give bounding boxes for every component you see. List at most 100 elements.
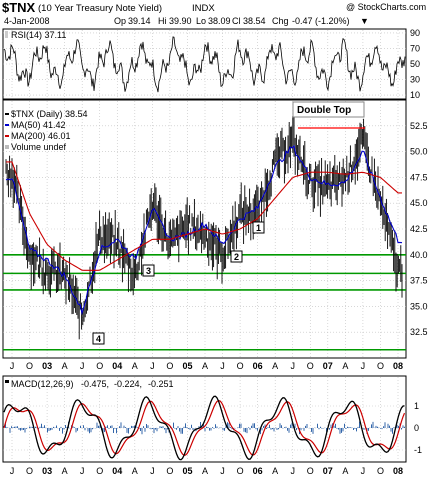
x-axis-label: 05: [182, 466, 192, 476]
x-axis-label: 06: [253, 466, 263, 476]
x-axis-label: J: [220, 361, 225, 371]
rsi-tick-labels: 90 70 50 30 10: [410, 28, 420, 100]
legend-main: $TNX (Daily) 38.54: [11, 109, 88, 119]
rsi-line: [3, 36, 406, 93]
rsi-label-swatch: [5, 31, 8, 38]
price-tick-labels: 52.5 50.0 47.5 45.0 42.5 40.0 37.5 35.0 32.5: [410, 121, 428, 337]
x-axis-label: J: [150, 466, 155, 476]
legend-ma50-swatch: [5, 124, 9, 126]
price-tick-label: 50.0: [410, 147, 428, 157]
symbol-title: $TNX: [2, 0, 36, 15]
price-tick-label: 40.0: [410, 250, 428, 260]
x-axis-labels-bottom: J O 03 A J O 04 A J O 05 A J O 06 A J O 07 A J O 08: [10, 466, 403, 476]
x-axis-label: J: [80, 361, 85, 371]
x-axis-label: 06: [253, 361, 263, 371]
x-axis-label: 07: [323, 361, 333, 371]
price-tick-label: 45.0: [410, 198, 428, 208]
symbol-name: (10 Year Treasury Note Yield): [38, 3, 162, 14]
x-axis-label: 04: [112, 466, 122, 476]
x-axis-label: A: [342, 361, 348, 371]
ma50-line: [5, 144, 403, 316]
rsi-tick-label: 30: [410, 75, 420, 85]
rsi-tick-label: 50: [410, 59, 420, 69]
legend-ma200: MA(200) 46.01: [11, 131, 71, 141]
ohlc-low-value: 38.09: [208, 16, 231, 26]
x-axis-label: O: [377, 466, 384, 476]
ohlc-close-value: 38.54: [243, 16, 266, 26]
x-axis-label: A: [272, 361, 278, 371]
x-axis-label: O: [307, 466, 314, 476]
macd-signal-value: -0.224,: [114, 379, 142, 389]
price-tick-label: 35.0: [410, 301, 428, 311]
price-plot: [3, 112, 406, 351]
x-axis-label: O: [237, 361, 244, 371]
macd-line: [3, 395, 405, 461]
x-axis-label: J: [290, 361, 295, 371]
x-axis-label: A: [202, 361, 208, 371]
legend-volume-swatch: [5, 145, 9, 149]
rsi-label: RSI(14) 37.11: [11, 30, 66, 40]
marker-2: 2: [234, 252, 239, 262]
ohlc-high-value: 39.90: [169, 16, 192, 26]
marker-4: 4: [96, 334, 101, 344]
macd-signal-line: [3, 399, 406, 456]
date-label: 4-Jan-2008: [4, 16, 50, 26]
price-tick-label: 47.5: [410, 172, 428, 182]
x-axis-label: J: [290, 466, 295, 476]
macd-tick-label: -1: [414, 445, 422, 455]
x-axis-label: 03: [42, 466, 52, 476]
x-axis-label: J: [80, 466, 85, 476]
exchange-label: INDX: [192, 3, 215, 14]
rsi-tick-label: 90: [410, 28, 420, 38]
x-axis-label: 08: [393, 466, 403, 476]
x-axis-label: 04: [112, 361, 122, 371]
x-axis-label: A: [202, 466, 208, 476]
ohlc-close-label: Cl: [232, 16, 241, 26]
x-axis-label: 08: [393, 361, 403, 371]
x-axis-labels-top: J O 03 A J O 04 A J O 05 A J O 06 A J O 07 A J O 08: [10, 361, 403, 371]
x-axis-label: J: [361, 361, 366, 371]
macd-value: -0.475,: [81, 379, 109, 389]
x-axis-label: A: [132, 466, 138, 476]
legend-main-swatch: [5, 113, 9, 115]
marker-1: 1: [256, 223, 261, 233]
macd-tick-labels: 1 0 -1: [414, 401, 422, 455]
x-axis-label: A: [62, 466, 68, 476]
marker-2-box: [230, 250, 243, 263]
legend-ma200-swatch: [5, 135, 9, 137]
x-axis-label: 07: [323, 466, 333, 476]
marker-1-box: [252, 221, 265, 234]
ohlc-high-label: Hi: [158, 16, 167, 26]
change-down-arrow-icon: ▼: [360, 16, 369, 26]
x-axis-label: J: [10, 466, 15, 476]
price-tick-label: 42.5: [410, 224, 428, 234]
x-axis-label: A: [132, 361, 138, 371]
x-axis-label: O: [377, 361, 384, 371]
marker-3: 3: [146, 266, 151, 276]
x-axis-label: O: [26, 361, 33, 371]
x-axis-label: J: [10, 361, 15, 371]
x-axis-label: O: [166, 361, 173, 371]
legend-volume: Volume undef: [11, 142, 67, 152]
x-axis-label: O: [307, 361, 314, 371]
x-axis-label: O: [26, 466, 33, 476]
rsi-tick-label: 10: [410, 90, 420, 100]
x-axis-label: O: [96, 466, 103, 476]
x-axis-label: J: [361, 466, 366, 476]
ohlc-low-label: Lo: [196, 16, 206, 26]
x-axis-label: 05: [182, 361, 192, 371]
double-top-box: [292, 101, 365, 118]
macd-tick-label: 1: [414, 401, 419, 411]
price-tick-label: 37.5: [410, 276, 428, 286]
price-tick-label: 32.5: [410, 327, 428, 337]
change-value: -0.47 (-1.20%): [292, 16, 350, 26]
rsi-tick-label: 70: [410, 43, 420, 53]
watermark: @ StockCharts.com: [346, 2, 426, 12]
macd-label-swatch: [5, 380, 9, 383]
marker-3-box: [142, 264, 155, 277]
x-axis-label: O: [237, 466, 244, 476]
change-label: Chg: [272, 16, 289, 26]
double-top-annotation: Double Top: [297, 105, 351, 116]
macd-plot: [3, 395, 406, 461]
